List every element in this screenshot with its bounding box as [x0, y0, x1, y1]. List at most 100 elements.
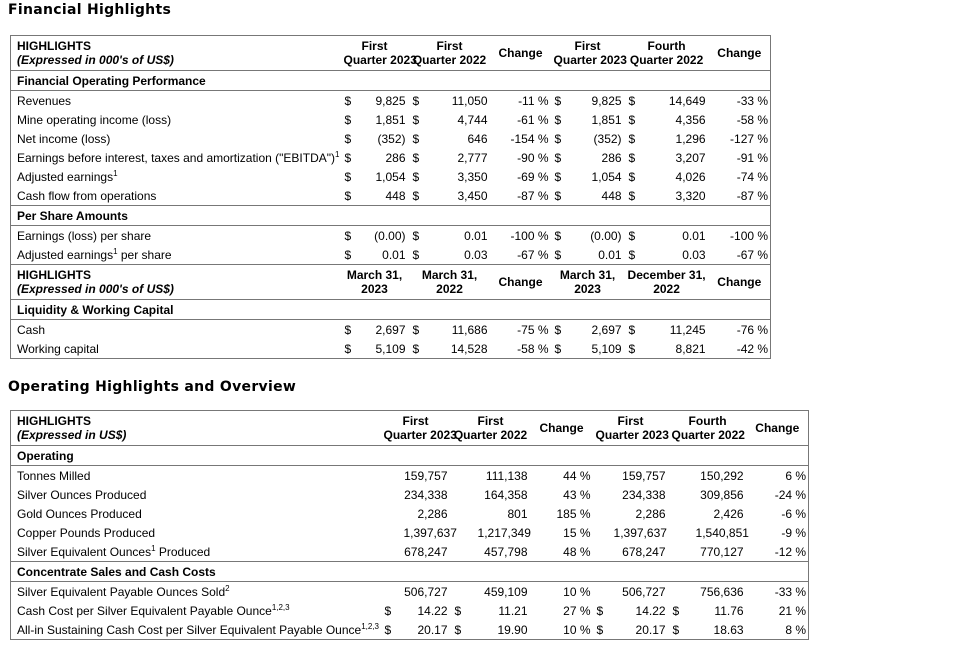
operating-table: HIGHLIGHTS (Expressed in US$) First Quarter…	[10, 410, 810, 640]
column-header-line: Quarter 2023	[553, 53, 627, 67]
change-cell: -33 %	[774, 584, 807, 599]
row-label: Copper Pounds Produced	[11, 523, 381, 542]
change-cell: -75 %	[517, 322, 549, 337]
change-cell: 6 %	[785, 468, 807, 483]
currency-cell: $	[554, 112, 562, 127]
change-cell: -6 %	[781, 506, 807, 521]
value-cell: 2,286	[635, 506, 666, 521]
value-cell: 164,358	[484, 487, 528, 502]
column-header-line: December 31,	[627, 268, 706, 282]
label-text: per share	[117, 247, 172, 262]
column-header-line: First	[617, 414, 644, 428]
data-row: Tonnes Milled 159,757 111,138 44 % 159,757 15…	[11, 466, 809, 486]
column-header: Fourth Quarter 2022	[624, 35, 709, 71]
currency-cell: $	[554, 93, 562, 108]
value-cell: 11.21	[498, 603, 528, 618]
column-header-line: Quarter 2023	[595, 428, 669, 442]
column-header: March 31, 2023	[550, 264, 625, 300]
header-title: HIGHLIGHTS	[17, 268, 91, 282]
column-header: Change	[530, 410, 593, 446]
currency-cell	[451, 504, 475, 523]
value-cell: 506,727	[622, 584, 666, 599]
row-label: Cash Cost per Silver Equivalent Payable …	[11, 601, 381, 620]
change-cell: -69 %	[517, 169, 549, 184]
value-cell: 1,851	[375, 112, 406, 127]
change-cell: -154 %	[510, 131, 549, 146]
currency-cell: $	[344, 131, 352, 146]
column-header-line: 2022	[653, 282, 680, 296]
currency-cell	[593, 582, 611, 602]
change-cell: -33 %	[736, 93, 769, 108]
label-text: Tonnes Milled	[17, 468, 91, 483]
value-cell: 8,821	[675, 341, 706, 356]
value-cell: 801	[507, 506, 528, 521]
currency-cell: $	[628, 131, 636, 146]
row-label: Earnings (loss) per share	[11, 226, 341, 246]
column-header-line: Change	[717, 275, 762, 289]
value-cell: 506,727	[404, 584, 448, 599]
section-row: Financial Operating Performance	[10, 70, 771, 91]
value-cell: 3,320	[675, 188, 706, 203]
currency-cell	[669, 485, 693, 504]
currency-cell: $	[554, 150, 562, 165]
value-cell: 2,426	[713, 506, 744, 521]
change-cell: -91 %	[736, 150, 769, 165]
change-cell: -87 %	[517, 188, 549, 203]
currency-cell: $	[384, 603, 392, 618]
financial-table: HIGHLIGHTS (Expressed in 000's of US$) Fir…	[10, 35, 772, 359]
column-header-line: 2023	[574, 282, 601, 296]
currency-cell: $	[554, 228, 562, 243]
currency-cell: $	[412, 188, 420, 203]
currency-cell	[593, 485, 611, 504]
label-text: Revenues	[17, 93, 72, 108]
column-header-line: First	[402, 414, 429, 428]
data-row: Silver Ounces Produced 234,338 164,358 43 %…	[11, 485, 809, 504]
section-row: Liquidity & Working Capital	[10, 299, 771, 320]
column-header: First Quarter 2023	[592, 410, 669, 446]
value-cell: 159,757	[404, 468, 448, 483]
label-text: Earnings (loss) per share	[17, 228, 152, 243]
currency-cell	[381, 542, 401, 562]
currency-cell	[593, 466, 611, 486]
value-cell: 3,450	[457, 188, 488, 203]
change-cell: -58 %	[736, 112, 769, 127]
currency-cell: $	[628, 112, 636, 127]
value-cell: 4,356	[675, 112, 706, 127]
currency-cell	[669, 542, 693, 562]
data-row: Revenues $9,825 $11,050 -11 % $9,825 $14,649 -…	[11, 91, 771, 111]
data-row: Cash flow from operations $448 $3,450 -87 %…	[11, 186, 771, 206]
value-cell: 0.03	[464, 247, 488, 262]
column-header: First Quarter 2022	[450, 410, 531, 446]
label-text: Produced	[155, 544, 211, 559]
header-label: HIGHLIGHTS (Expressed in 000's of US$)	[10, 35, 341, 71]
row-label: All-in Sustaining Cash Cost per Silver E…	[11, 620, 381, 640]
column-header-line: 2023	[361, 282, 388, 296]
change-cell: -42 %	[736, 341, 769, 356]
column-header: First Quarter 2022	[408, 35, 491, 71]
change-cell: 48 %	[563, 544, 591, 559]
change-cell: -9 %	[781, 525, 807, 540]
row-label: Adjusted earnings1 per share	[11, 245, 341, 265]
change-cell: -58 %	[517, 341, 549, 356]
label-text: Cash flow from operations	[17, 188, 157, 203]
currency-cell: $	[628, 341, 636, 356]
value-cell: 111,138	[485, 468, 528, 483]
currency-cell	[593, 504, 611, 523]
section-label: Liquidity & Working Capital	[10, 299, 771, 320]
label-text: Cash	[17, 322, 46, 337]
data-row: All-in Sustaining Cash Cost per Silver E…	[11, 620, 809, 640]
change-cell: -24 %	[774, 487, 807, 502]
value-cell: 1,397,637	[613, 525, 667, 540]
value-cell: 1,851	[591, 112, 622, 127]
currency-cell	[451, 582, 475, 602]
value-cell: 20.17	[635, 622, 666, 637]
column-header-line: Quarter 2022	[453, 428, 528, 442]
currency-cell: $	[344, 228, 352, 243]
currency-cell: $	[554, 188, 562, 203]
label-text: Silver Equivalent Ounces	[17, 544, 152, 559]
currency-cell: $	[672, 622, 680, 637]
header-row: HIGHLIGHTS (Expressed in 000's of US$) Mar…	[10, 264, 771, 300]
value-cell: 4,026	[675, 169, 706, 184]
data-row: Cash Cost per Silver Equivalent Payable …	[11, 601, 809, 620]
label-text: All-in Sustaining Cash Cost per Silver E…	[17, 622, 362, 637]
